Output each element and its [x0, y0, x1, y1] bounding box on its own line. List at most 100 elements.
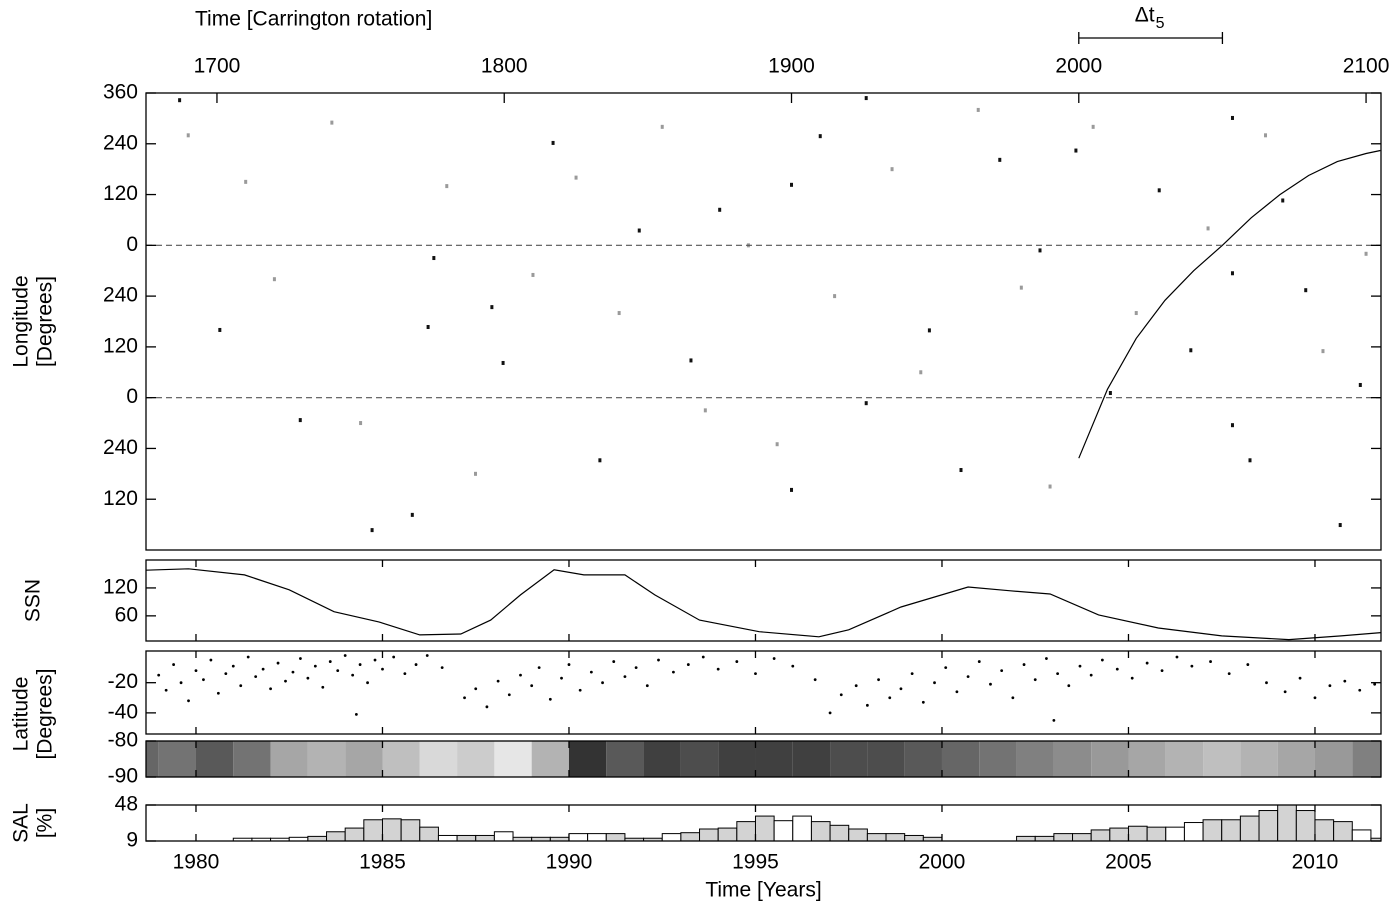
- y-tick-label: -20: [108, 670, 138, 693]
- heat-cell: [1314, 741, 1353, 777]
- line: [1078, 149, 1381, 459]
- cell: [1108, 391, 1112, 396]
- point: [791, 664, 795, 668]
- cell: [1189, 348, 1193, 353]
- point: [1022, 663, 1026, 666]
- heat-cell: [979, 741, 1017, 777]
- y-tick-label: 120: [103, 334, 138, 357]
- cell: [1157, 188, 1161, 193]
- point: [313, 664, 317, 668]
- point: [194, 669, 198, 673]
- cell: [1074, 148, 1078, 153]
- x-tick-label: 1985: [359, 851, 406, 874]
- point: [164, 688, 168, 692]
- heat-cell: [941, 741, 980, 777]
- point: [1011, 696, 1015, 700]
- bar: [1221, 819, 1241, 842]
- heat-cell: [1053, 741, 1092, 777]
- point: [989, 682, 992, 686]
- point: [209, 658, 213, 662]
- heat-cell: [680, 741, 719, 777]
- y-tick-label: 240: [103, 131, 138, 154]
- bar: [848, 828, 868, 842]
- heat-cell: [1203, 741, 1241, 777]
- point: [1175, 655, 1179, 659]
- point: [735, 660, 739, 663]
- y-tick-label: -80: [108, 729, 138, 752]
- heat-cell: [1128, 741, 1166, 777]
- bar: [1146, 826, 1167, 842]
- point: [1089, 673, 1093, 677]
- point: [336, 669, 340, 673]
- cell: [474, 471, 478, 476]
- y-tick-label: 48: [115, 793, 138, 816]
- panel-frame: [145, 92, 1382, 551]
- y-tick-label: 360: [103, 81, 138, 104]
- bar: [866, 833, 887, 842]
- bar: [1183, 822, 1204, 842]
- heat-cell: [830, 741, 868, 777]
- cell: [660, 124, 664, 129]
- bar: [1016, 835, 1036, 842]
- point: [772, 657, 776, 660]
- x-tick-label: 2100: [1343, 55, 1390, 78]
- x-tick-label: 1980: [173, 851, 220, 874]
- point: [921, 700, 925, 704]
- point: [634, 666, 638, 669]
- bar: [773, 820, 794, 842]
- cell: [890, 167, 894, 172]
- point: [1358, 688, 1362, 692]
- cell: [1338, 523, 1342, 528]
- point: [1227, 672, 1231, 676]
- point: [548, 697, 552, 701]
- cell: [1358, 382, 1362, 387]
- heat-cell: [755, 741, 793, 777]
- point: [1045, 657, 1048, 660]
- point: [560, 676, 563, 680]
- heat-cell: [146, 741, 159, 777]
- x-axis-label: Time [Carrington rotation]: [195, 8, 432, 31]
- bar: [699, 828, 719, 842]
- point: [623, 675, 627, 679]
- y-tick-label: 120: [103, 182, 138, 205]
- heat-cell: [606, 741, 644, 777]
- cell: [1230, 423, 1234, 428]
- point: [246, 655, 250, 659]
- point: [1246, 663, 1250, 666]
- y-tick-label: -40: [108, 700, 138, 723]
- bar: [587, 833, 607, 842]
- cell: [598, 458, 602, 463]
- point: [1265, 681, 1268, 685]
- x-tick-label: 1990: [546, 851, 593, 874]
- point: [944, 666, 948, 669]
- cell: [551, 140, 555, 145]
- cell: [833, 294, 837, 299]
- cell: [574, 175, 578, 180]
- x-tick-label: 1995: [732, 851, 779, 874]
- bar: [419, 826, 439, 842]
- cell: [445, 184, 449, 189]
- cell: [298, 418, 302, 423]
- point: [496, 679, 500, 683]
- point: [291, 670, 295, 674]
- bar: [736, 821, 756, 842]
- point: [1078, 664, 1082, 668]
- y-tick-label: 240: [103, 436, 138, 459]
- bar: [1034, 835, 1055, 842]
- point: [414, 663, 418, 666]
- x-tick-label: 1900: [768, 55, 815, 78]
- y-axis-label: [%]: [34, 808, 57, 838]
- panel-frame: [145, 559, 1382, 642]
- cell: [976, 107, 980, 112]
- point: [813, 678, 817, 682]
- bar: [717, 827, 738, 842]
- panel-frame: [145, 804, 1382, 842]
- annotation: Δt: [1135, 4, 1155, 27]
- point: [392, 655, 396, 659]
- point: [284, 679, 287, 683]
- bar: [810, 821, 831, 842]
- heat-cell: [345, 741, 383, 777]
- heat-cell: [568, 741, 607, 777]
- heat-cell: [1240, 741, 1278, 777]
- cell: [218, 327, 222, 332]
